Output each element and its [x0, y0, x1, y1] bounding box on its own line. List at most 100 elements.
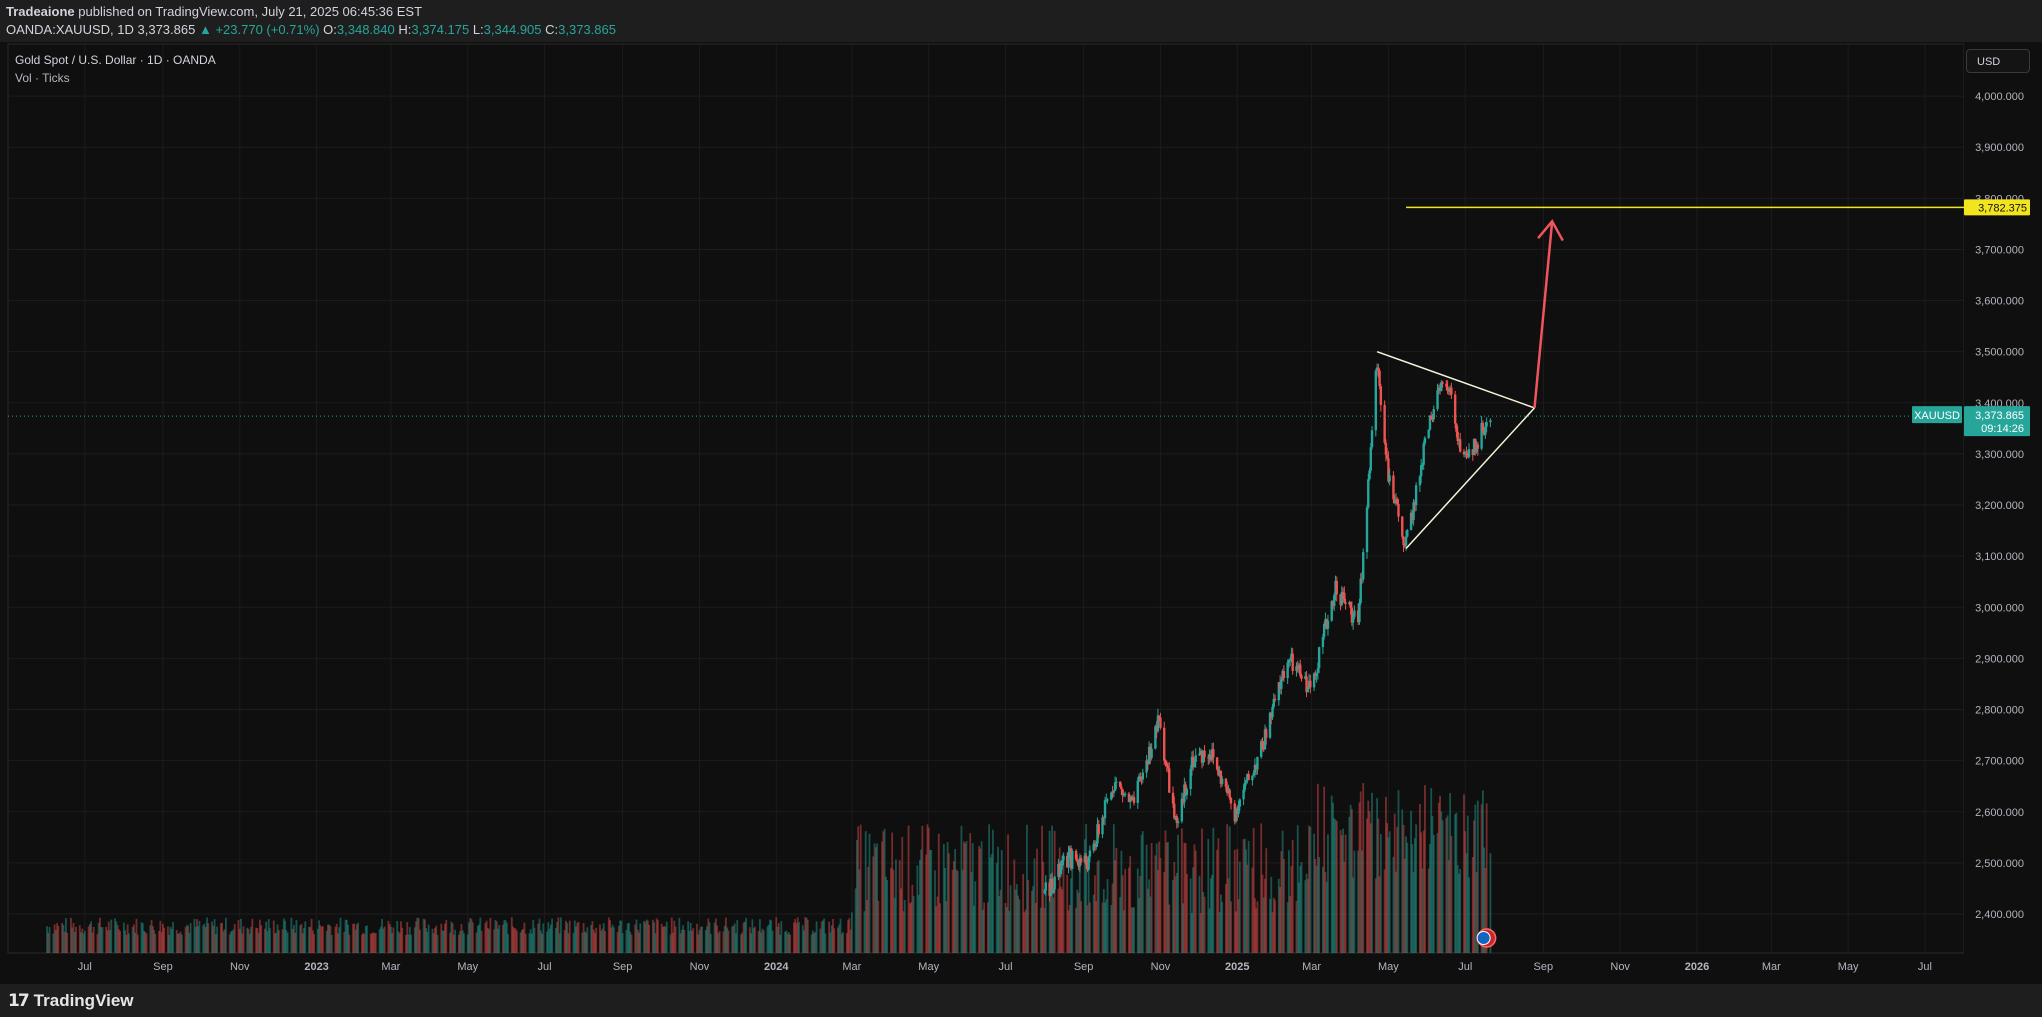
volume-bar: [921, 825, 924, 953]
currency-button[interactable]: USD: [1966, 49, 2030, 73]
candle-body: [1180, 798, 1184, 822]
volume-bar: [840, 933, 843, 953]
volume-bar: [1388, 831, 1391, 953]
volume-bar: [1077, 892, 1080, 953]
x-tick-label: 2025: [1225, 961, 1249, 973]
candle-body: [1326, 620, 1330, 629]
volume-bar: [891, 832, 894, 953]
candle-body: [1115, 781, 1118, 783]
volume-bar: [590, 925, 593, 953]
volume-bar: [801, 925, 804, 953]
candle-body: [1207, 757, 1210, 759]
volume-bar: [810, 934, 813, 953]
candle-body: [1120, 786, 1123, 790]
tradingview-logo[interactable]: 17 TradingView: [8, 991, 134, 1011]
volume-bar: [458, 934, 460, 953]
candle-body: [1432, 409, 1435, 420]
candle-body: [1200, 750, 1204, 763]
volume-bar: [910, 902, 912, 953]
volume-bar: [388, 923, 391, 953]
candle-body: [1272, 698, 1275, 707]
volume-bar: [431, 928, 434, 953]
volume-bar: [1104, 902, 1106, 953]
volume-bar: [785, 930, 788, 953]
volume-bar: [1459, 868, 1462, 953]
volume-bar: [1350, 809, 1353, 953]
candle-body: [1155, 726, 1158, 732]
volume-bar: [1057, 888, 1060, 953]
publisher-name[interactable]: Tradeaione: [6, 4, 75, 19]
candle-body: [1247, 773, 1250, 781]
candle-body: [1209, 754, 1213, 760]
volume-bar: [743, 921, 746, 953]
volume-bar: [1333, 818, 1336, 953]
candle-body: [1052, 889, 1055, 893]
volume-bar: [334, 926, 337, 953]
volume-bar: [750, 933, 753, 953]
volume-bar: [153, 929, 156, 953]
candle-body: [1163, 727, 1166, 761]
chart-legend-title[interactable]: Gold Spot / U.S. Dollar · 1D · OANDA: [15, 53, 216, 67]
volume-bar: [401, 927, 404, 953]
candle-body: [1252, 773, 1255, 776]
open-value: 3,348.840: [336, 22, 395, 37]
volume-bar: [942, 843, 945, 953]
volume-bar: [680, 929, 683, 953]
volume-bar: [213, 919, 216, 953]
candle-body: [1121, 789, 1124, 796]
high-value: 3,374.175: [411, 22, 470, 37]
volume-bar: [163, 927, 166, 953]
volume-bar: [815, 921, 818, 953]
x-tick-label: 2026: [1685, 961, 1709, 973]
candle-body: [1111, 792, 1114, 794]
x-tick-label: Jul: [78, 961, 92, 973]
volume-bar: [876, 843, 878, 953]
volume-bar: [344, 919, 347, 953]
x-tick-label: Nov: [690, 961, 710, 973]
volume-bar: [1130, 907, 1133, 953]
volume-bar: [1070, 878, 1072, 953]
volume-bar: [643, 921, 645, 953]
candle-body: [1084, 855, 1088, 865]
volume-bar: [169, 926, 172, 953]
volume-bar: [820, 921, 823, 953]
candle-body: [1465, 452, 1468, 454]
volume-bar: [911, 884, 914, 953]
volume-bar: [1430, 788, 1433, 953]
candle-body: [1246, 773, 1249, 781]
candle-body: [1307, 680, 1311, 689]
volume-bar: [65, 918, 67, 953]
candle-body: [1402, 536, 1405, 546]
volume-legend[interactable]: Vol · Ticks: [15, 71, 70, 85]
volume-bar: [1464, 831, 1467, 953]
volume-bar: [586, 927, 589, 953]
volume-bar: [1316, 783, 1319, 953]
price-chart[interactable]: 2,400.000 2,500.000 2,600.000 2,700.000 2,80…: [0, 0, 2042, 984]
y-tick-label: 2,400.000: [1975, 909, 2024, 921]
volume-bar: [73, 931, 76, 953]
volume-bar: [91, 932, 94, 953]
close-value: 3,373.865: [558, 22, 616, 37]
volume-bar: [1405, 836, 1407, 953]
volume-bar: [1026, 824, 1028, 953]
volume-bar: [927, 827, 930, 953]
volume-bar: [54, 929, 57, 953]
candle-body: [1447, 390, 1451, 392]
volume-bar: [979, 848, 982, 953]
volume-bar: [824, 933, 827, 953]
volume-bar: [1017, 895, 1020, 953]
candle-body: [1273, 698, 1277, 701]
candle-body: [1215, 757, 1219, 770]
volume-bar: [1233, 849, 1236, 953]
volume-bar: [787, 932, 790, 953]
volume-bar: [478, 924, 480, 953]
volume-bar: [1427, 868, 1430, 953]
volume-bar: [219, 923, 222, 953]
volume-bar: [1044, 887, 1047, 953]
volume-bar: [1034, 902, 1037, 953]
candle-body: [1261, 741, 1264, 748]
volume-bar: [223, 929, 226, 953]
volume-bar: [114, 918, 116, 953]
volume-bar: [507, 934, 509, 953]
volume-bar: [1379, 834, 1382, 953]
